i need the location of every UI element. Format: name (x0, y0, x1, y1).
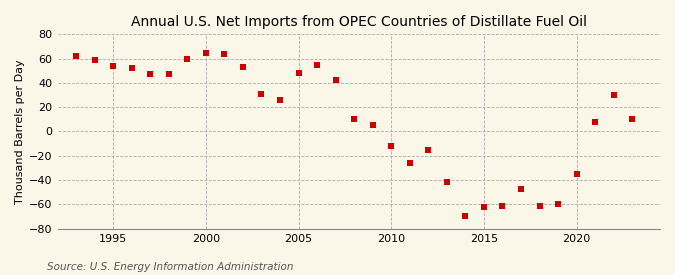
Point (534, 204, 545, 208)
Point (386, 144, 397, 148)
Point (553, 202, 564, 207)
Point (145, 72, 156, 77)
Point (497, 204, 508, 208)
Point (182, 56, 192, 61)
Point (349, 117, 360, 122)
Point (293, 71, 304, 75)
Point (441, 180, 452, 185)
Point (256, 92, 267, 96)
Point (71, 54, 82, 58)
Point (126, 66, 137, 70)
Point (108, 64, 119, 68)
Point (460, 214, 470, 219)
Y-axis label: Thousand Barrels per Day: Thousand Barrels per Day (15, 59, 25, 204)
Point (330, 78, 341, 83)
Text: Source: U.S. Energy Information Administration: Source: U.S. Energy Information Administ… (47, 262, 294, 272)
Point (238, 65, 248, 69)
Point (219, 52, 230, 56)
Point (404, 161, 415, 165)
Point (89, 58, 100, 62)
Point (479, 205, 489, 209)
Point (627, 117, 638, 122)
Point (200, 50, 211, 55)
Point (423, 147, 433, 152)
Point (275, 98, 286, 102)
Point (590, 120, 601, 124)
Title: Annual U.S. Net Imports from OPEC Countries of Distillate Fuel Oil: Annual U.S. Net Imports from OPEC Countr… (131, 15, 587, 29)
Point (367, 123, 378, 128)
Point (163, 72, 174, 77)
Point (608, 93, 619, 97)
Point (516, 186, 526, 191)
Point (571, 172, 582, 176)
Point (312, 62, 323, 67)
